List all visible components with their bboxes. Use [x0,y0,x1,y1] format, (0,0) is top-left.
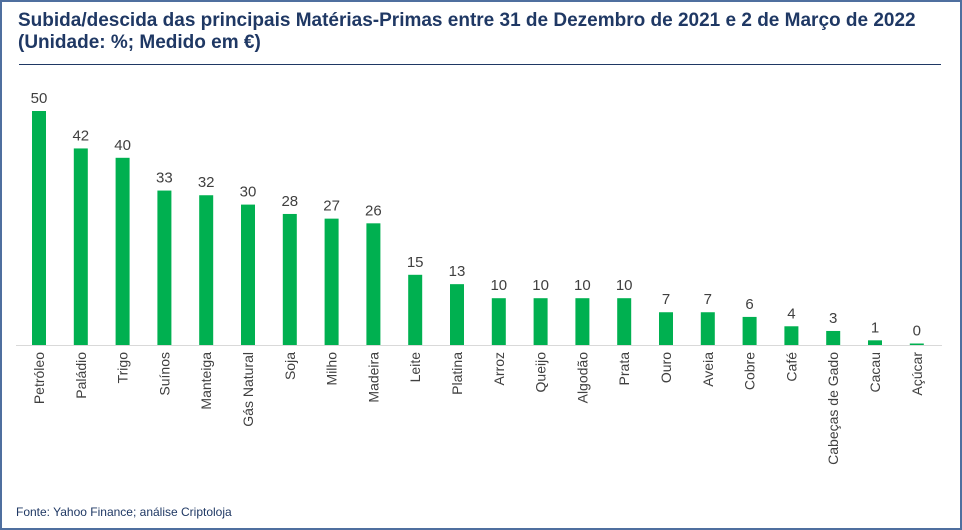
category-label: Ouro [658,352,674,383]
data-label: 3 [829,310,837,327]
category-label: Cobre [742,352,758,390]
category-label: Trigo [115,352,131,384]
data-label: 6 [745,296,753,313]
category-label: Petróleo [31,352,47,404]
bar [742,316,757,345]
data-label: 10 [532,277,549,294]
bar [32,111,46,345]
data-label: 42 [72,127,89,144]
category-label: Café [783,352,799,382]
category-label: Aveia [700,352,716,387]
bar [784,326,799,345]
data-label: 28 [281,193,298,210]
category-label: Suínos [156,352,172,396]
data-label: 10 [490,277,507,294]
category-label: Leite [407,352,423,383]
category-label: Madeira [365,352,381,403]
bar [241,204,255,345]
data-label: 7 [662,291,670,308]
title-divider [19,64,941,65]
data-label: 32 [198,174,215,191]
bar [826,330,841,345]
data-label: 27 [323,198,340,215]
bar [408,274,423,345]
category-label: Prata [616,352,632,386]
bar [115,157,130,345]
bar [199,195,214,345]
chart-title: Subida/descida das principais Matérias-P… [18,10,916,53]
data-label: 15 [407,254,424,271]
bar [157,190,172,345]
bar [324,218,339,345]
data-label: 26 [365,202,382,219]
data-label: 13 [449,263,466,280]
bar [282,213,297,345]
category-label: Açúcar [909,352,925,396]
bar [617,298,632,345]
category-label: Manteiga [198,352,214,410]
bar [491,298,506,345]
bar [73,148,88,345]
bar [575,298,590,345]
category-label: Paládio [73,352,89,399]
category-label: Arroz [491,352,507,385]
bar [700,312,715,345]
data-label: 50 [31,90,48,107]
data-label: 7 [704,291,712,308]
category-label: Cacau [867,352,883,392]
bar [868,340,882,345]
category-label: Platina [449,352,465,395]
source-note: Fonte: Yahoo Finance; análise Criptoloja [16,505,232,519]
category-label: Soja [282,352,298,380]
category-label: Queijo [533,352,549,393]
bar [533,298,548,345]
data-label: 0 [913,323,921,340]
bar [909,343,924,345]
data-label: 1 [871,319,879,336]
bar [366,223,381,345]
data-label: 33 [156,170,173,187]
data-label: 4 [787,305,795,322]
data-label: 40 [114,137,131,154]
bar [659,312,673,345]
category-label: Cabeças de Gado [825,352,841,465]
category-label: Algodão [574,352,590,404]
category-label: Milho [324,352,340,386]
data-label: 30 [240,184,257,201]
data-label: 10 [616,277,633,294]
data-label: 10 [574,277,591,294]
bar [450,284,464,345]
category-label: Gás Natural [240,352,256,427]
